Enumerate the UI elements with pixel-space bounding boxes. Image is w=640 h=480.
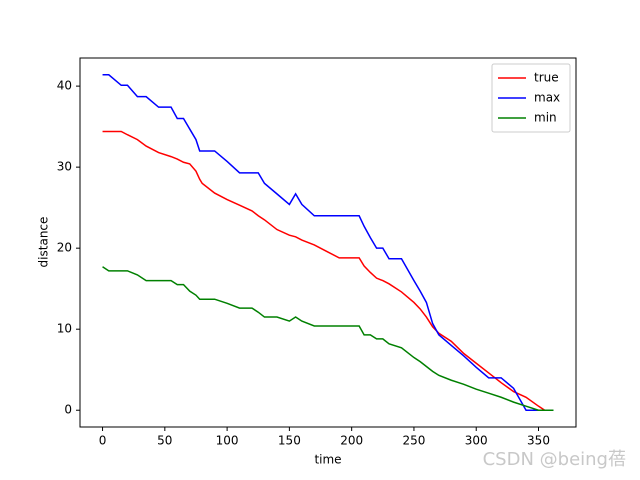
legend-label: true: [534, 71, 559, 85]
legend-label: max: [534, 91, 560, 105]
legend-box: [491, 63, 571, 133]
y-tick-label: 10: [57, 322, 72, 336]
y-tick-label: 20: [57, 241, 72, 255]
x-tick-label: 50: [157, 434, 172, 448]
x-axis-label: time: [314, 453, 341, 467]
x-tick-label: 300: [465, 434, 488, 448]
series-line: [102, 130, 554, 411]
plot-frame: [79, 57, 577, 428]
y-tick-label: 30: [57, 160, 72, 174]
y-tick-label: 40: [57, 79, 72, 93]
legend-label: min: [534, 111, 557, 125]
x-tick-label: 0: [99, 434, 107, 448]
y-tick-label: 0: [64, 403, 72, 417]
y-axis-label: distance: [37, 217, 51, 268]
series-line: [102, 266, 554, 411]
x-tick-label: 250: [402, 434, 425, 448]
x-tick-label: 100: [216, 434, 239, 448]
x-tick-label: 150: [278, 434, 301, 448]
series-line: [102, 74, 554, 411]
x-tick-label: 200: [340, 434, 363, 448]
x-tick-label: 350: [527, 434, 550, 448]
watermark: CSDN @being蓓: [483, 449, 626, 470]
